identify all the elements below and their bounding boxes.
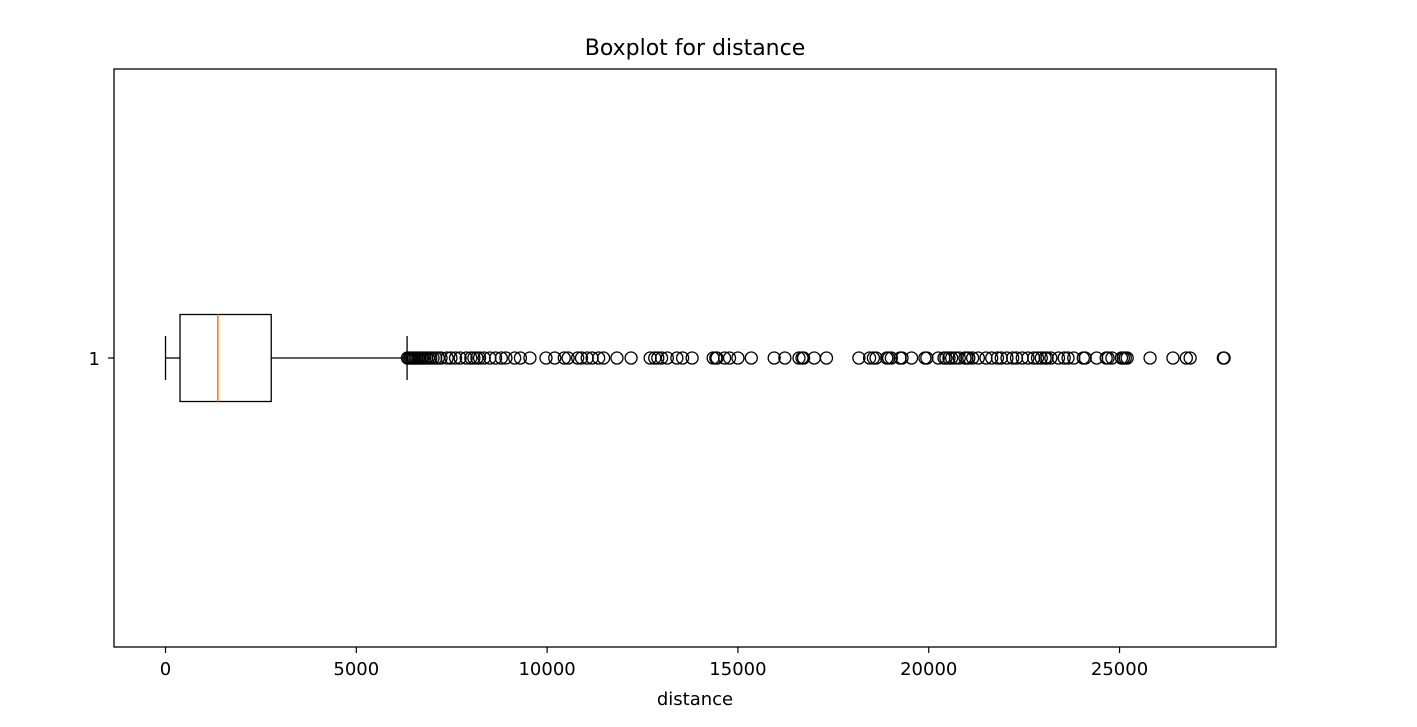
- outlier-point: [459, 351, 473, 365]
- outlier-point: [660, 351, 674, 365]
- outlier-point: [904, 351, 919, 365]
- outlier-point: [1006, 351, 1020, 365]
- outlier-point: [574, 351, 589, 365]
- outlier-point: [651, 351, 665, 365]
- outlier-point: [767, 351, 781, 365]
- outlier-point: [472, 351, 487, 365]
- outlier-point: [1217, 351, 1231, 365]
- outlier-point: [965, 351, 980, 365]
- x-tick-label: 10000: [518, 659, 575, 680]
- outlier-point: [1021, 351, 1035, 365]
- outlier-point: [962, 351, 976, 365]
- outlier-point: [591, 351, 606, 365]
- iqr-box: [179, 313, 272, 403]
- x-tick-label: 5000: [333, 659, 379, 680]
- outlier-point: [539, 351, 553, 365]
- outlier-point: [931, 351, 945, 365]
- outlier-point: [523, 351, 537, 365]
- outlier-point: [1000, 351, 1014, 365]
- outlier-point: [675, 351, 690, 365]
- outlier-point: [1101, 351, 1115, 365]
- outlier-point: [561, 351, 575, 365]
- outlier-point: [1057, 351, 1071, 365]
- x-tick-label: 15000: [709, 659, 766, 680]
- outlier-point: [548, 351, 562, 365]
- outlier-point: [453, 351, 467, 365]
- outlier-point: [624, 351, 638, 365]
- outlier-point: [819, 351, 834, 365]
- outlier-point: [862, 351, 877, 365]
- outlier-point: [610, 351, 624, 365]
- outlier-point: [792, 351, 806, 365]
- plot-frame: [113, 68, 1277, 648]
- x-tick-label: 0: [160, 659, 171, 680]
- outlier-point: [494, 351, 508, 365]
- outlier-point: [440, 351, 454, 365]
- outlier-point: [884, 351, 898, 365]
- outlier-point: [508, 351, 522, 365]
- outlier-point: [1179, 351, 1193, 365]
- outlier-point: [513, 351, 528, 365]
- outlier-point: [557, 351, 571, 365]
- y-axis-ticks: 1: [89, 349, 114, 370]
- outlier-point: [1143, 351, 1157, 365]
- plot-area: [164, 313, 1231, 403]
- outlier-point: [796, 351, 811, 365]
- outlier-point: [1061, 351, 1075, 365]
- y-tick-label: 1: [89, 349, 100, 370]
- outlier-point: [952, 351, 966, 365]
- outlier-point: [939, 351, 953, 365]
- outlier-point: [985, 351, 999, 365]
- chart-title: Boxplot for distance: [585, 36, 806, 61]
- outlier-point: [685, 351, 699, 365]
- outlier-point: [852, 351, 866, 365]
- outlier-point: [722, 351, 737, 365]
- outlier-point: [1030, 351, 1045, 365]
- outlier-point: [1034, 351, 1048, 365]
- outlier-point: [1120, 351, 1134, 365]
- outlier-point: [1051, 351, 1066, 365]
- outlier-point: [778, 351, 792, 365]
- outlier-point: [944, 351, 959, 365]
- outlier-point: [990, 351, 1005, 365]
- outlier-point: [1166, 351, 1180, 365]
- outlier-point: [467, 351, 481, 365]
- outlier-point: [434, 351, 448, 365]
- outlier-point: [670, 351, 684, 365]
- outlier-point: [571, 351, 585, 365]
- outlier-point: [717, 351, 732, 365]
- x-axis-label: distance: [657, 689, 733, 710]
- outlier-point: [744, 351, 758, 365]
- outlier-point: [971, 351, 985, 365]
- x-tick-label: 20000: [900, 659, 957, 680]
- outlier-point: [448, 351, 463, 365]
- outlier-point: [1044, 351, 1058, 365]
- outlier-point: [895, 351, 909, 365]
- x-axis-ticks: 0 5000 10000 15000 20000 25000: [160, 647, 1148, 680]
- outlier-point: [464, 351, 478, 365]
- outlier-point: [596, 351, 611, 365]
- outlier-point: [1183, 351, 1197, 365]
- outlier-point: [444, 351, 458, 365]
- outlier-point: [499, 351, 513, 365]
- outlier-point: [488, 351, 503, 365]
- outlier-point: [731, 351, 745, 365]
- x-tick-label: 25000: [1091, 659, 1148, 680]
- outlier-point: [654, 351, 669, 365]
